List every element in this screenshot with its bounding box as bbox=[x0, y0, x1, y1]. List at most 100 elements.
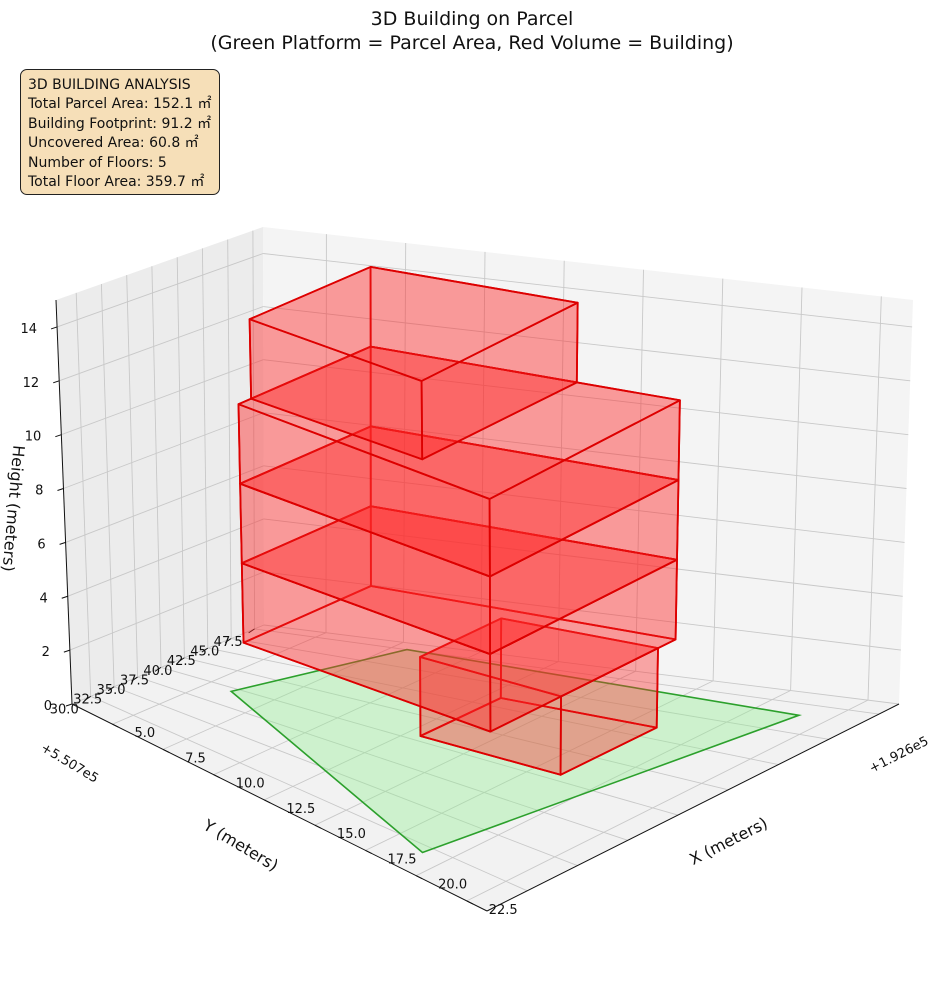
info-number-of-floors: Number of Floors: 5 bbox=[28, 154, 167, 171]
y-tick-mark bbox=[224, 638, 232, 643]
z-tick-label: 0 bbox=[44, 699, 52, 714]
z-tick-mark bbox=[63, 649, 71, 653]
y-tick-mark bbox=[131, 676, 138, 682]
grid-line-z-left bbox=[59, 306, 264, 382]
y-tick-mark bbox=[248, 628, 255, 634]
floor-3 bbox=[239, 425, 680, 655]
y-tick-label: 42.5 bbox=[167, 654, 196, 669]
floor-5 bbox=[248, 265, 579, 461]
grid-line-z-left bbox=[65, 465, 264, 543]
z-tick-mark bbox=[55, 434, 62, 438]
x-tick-mark bbox=[365, 849, 372, 854]
x-tick-label: 22.5 bbox=[489, 903, 518, 918]
grid-line-x-floor bbox=[213, 651, 481, 776]
x-tick-mark bbox=[112, 723, 119, 728]
grid-line-y-floor bbox=[184, 657, 729, 791]
grid-line-x-wall bbox=[867, 296, 882, 701]
info-parcel-area: Total Parcel Area: 152.1 ㎡ bbox=[28, 96, 212, 113]
grid-line-y-wall bbox=[75, 292, 92, 697]
floor-5-face-5 bbox=[248, 265, 579, 382]
grid-line-y-wall bbox=[151, 266, 162, 668]
grid-line-x-wall bbox=[790, 287, 803, 691]
right-back-pane bbox=[263, 227, 913, 704]
y-tick-label: 32.5 bbox=[73, 693, 102, 708]
z-tick-label: 6 bbox=[37, 537, 45, 552]
x-tick-mark bbox=[162, 748, 170, 753]
z-tick-mark bbox=[53, 380, 60, 384]
grid-line-z-right bbox=[263, 624, 900, 705]
grid-line-x-wall bbox=[402, 242, 407, 643]
y-tick-mark bbox=[178, 657, 185, 663]
x-tick-mark bbox=[213, 774, 220, 779]
z-axis-label: Height (meters) bbox=[0, 444, 28, 572]
info-total-floor-area: Total Floor Area: 359.7 ㎡ bbox=[28, 174, 205, 191]
x-tick-label: 5.0 bbox=[134, 726, 155, 741]
z-tick-mark bbox=[50, 326, 58, 330]
grid-line-z-right bbox=[263, 253, 913, 328]
grid-line-y-wall bbox=[100, 283, 115, 687]
x-tick-mark bbox=[314, 824, 322, 829]
x-tick-label: 20.0 bbox=[438, 878, 467, 893]
grid-line-y-wall bbox=[227, 239, 232, 639]
z-tick-label: 14 bbox=[21, 322, 38, 337]
z-tick-mark bbox=[65, 703, 73, 707]
grid-line-z-left bbox=[71, 624, 265, 705]
grid-line-x-floor bbox=[365, 680, 714, 851]
grid-line-x-wall bbox=[712, 278, 724, 681]
x-tick-label: 15.0 bbox=[337, 827, 366, 842]
building-volume bbox=[237, 265, 681, 776]
chart-subtitle: (Green Platform = Parcel Area, Red Volum… bbox=[210, 32, 733, 54]
grid-line-x-floor bbox=[112, 632, 327, 725]
axes-panes bbox=[56, 227, 913, 911]
grid-line-x-floor bbox=[314, 670, 636, 826]
x-axis-line bbox=[486, 703, 900, 912]
y-tick-mark bbox=[107, 686, 115, 692]
y-tick-mark bbox=[201, 647, 209, 653]
y-tick-mark bbox=[84, 695, 92, 701]
y-tick-label: 37.5 bbox=[120, 673, 149, 688]
grid-line-x-floor bbox=[264, 661, 559, 801]
x-tick-label: 17.5 bbox=[388, 852, 417, 867]
grid-line-z-left bbox=[61, 359, 264, 436]
x-tick-mark bbox=[466, 900, 473, 905]
x-tick-label: 10.0 bbox=[236, 777, 265, 792]
y-offset-label: +5.507e5 bbox=[38, 741, 101, 787]
grid-line-z-left bbox=[67, 518, 264, 597]
y-tick-mark bbox=[154, 666, 162, 672]
x-tick-label: 12.5 bbox=[286, 802, 315, 817]
grid-line-y-floor bbox=[137, 676, 628, 841]
floor-4 bbox=[237, 345, 681, 578]
z-axis-line bbox=[55, 299, 73, 705]
tick-marks: 5.0 7.5 10.0 12.5 15.0 17.5 20.0 22.5 30.032.535… bbox=[21, 322, 518, 918]
grid-line-x-floor bbox=[466, 699, 869, 902]
x-tick-mark bbox=[264, 799, 271, 804]
grid-line-z-left bbox=[63, 412, 264, 489]
y-tick-label: 35.0 bbox=[97, 683, 126, 698]
grid-line-x-wall bbox=[480, 251, 486, 653]
grid-line-z-left bbox=[69, 571, 265, 651]
grid-line-y-wall bbox=[176, 257, 185, 658]
z-tick-mark bbox=[61, 595, 68, 599]
z-tick-mark bbox=[57, 488, 64, 492]
y-axis-label: Y (meters) bbox=[199, 815, 281, 875]
x-offset-label: +1.926e5 bbox=[867, 734, 931, 777]
floor-2 bbox=[240, 505, 678, 733]
grid-line-y-floor bbox=[254, 628, 879, 715]
grid-line-x-wall bbox=[635, 269, 644, 672]
y-tick-label: 30.0 bbox=[50, 702, 79, 717]
left-back-pane bbox=[56, 227, 264, 704]
grid-line-y-floor bbox=[231, 638, 829, 740]
y-tick-label: 40.0 bbox=[143, 664, 172, 679]
grid-line-y-floor bbox=[113, 686, 578, 867]
grid-line-y-floor bbox=[207, 647, 779, 766]
z-tick-label: 4 bbox=[39, 591, 47, 606]
z-tick-mark bbox=[59, 541, 66, 545]
grid-line-x-floor bbox=[415, 690, 791, 877]
x-tick-label: 7.5 bbox=[185, 751, 206, 766]
grid-line-z-left bbox=[56, 253, 264, 328]
analysis-info-box: 3D BUILDING ANALYSIS Total Parcel Area: … bbox=[20, 69, 220, 195]
y-tick-label: 47.5 bbox=[214, 635, 243, 650]
x-tick-mark bbox=[415, 875, 423, 880]
grid-line-y-floor bbox=[90, 695, 528, 892]
